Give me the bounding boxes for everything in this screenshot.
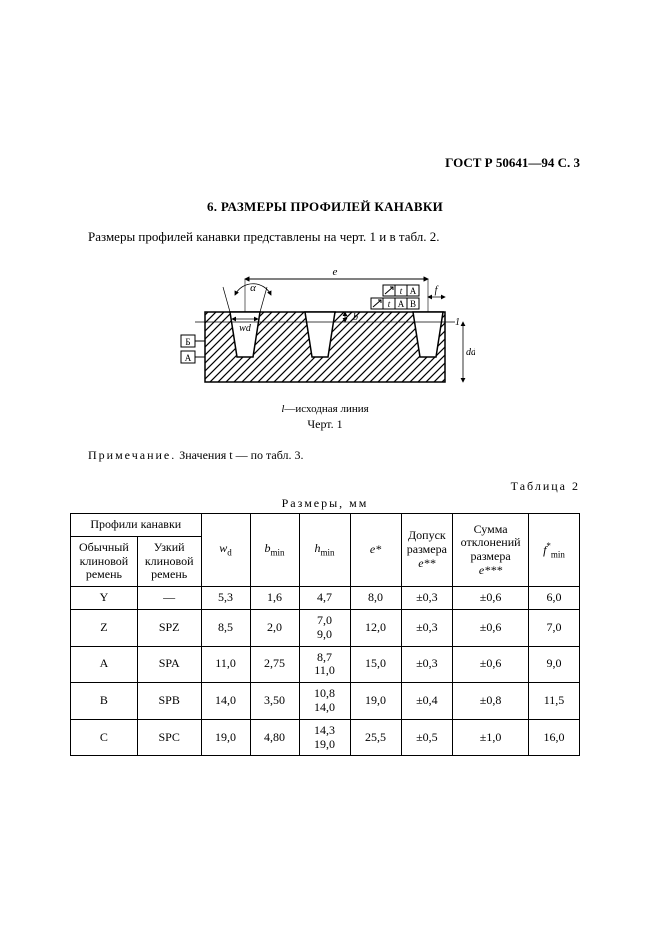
cell-te: ±0,3 (401, 587, 453, 610)
th-wd: wd (201, 514, 250, 587)
table-caption: Размеры, мм (70, 496, 580, 511)
cell-wd: 14,0 (201, 683, 250, 720)
cell-c1: A (71, 646, 138, 683)
cell-c1: Z (71, 609, 138, 646)
cell-c2: SPZ (137, 609, 201, 646)
figure-caption: l—исходная линия (70, 403, 580, 415)
th-b: bmin (250, 514, 299, 587)
th-col2: Узкий клиновой ремень (137, 536, 201, 586)
datum-b: Б (181, 335, 205, 347)
table-label: Таблица 2 (70, 479, 580, 494)
section-title: 6. РАЗМЕРЫ ПРОФИЛЕЙ КАНАВКИ (70, 199, 580, 215)
table-row: BSPB14,03,5010,814,019,0±0,4±0,811,5 (71, 683, 580, 720)
th-tol-e: Допуск размераe** (401, 514, 453, 587)
dim-dd-label: dd (466, 347, 475, 358)
th-e: e* (350, 514, 401, 587)
th-profiles: Профили канавки (71, 514, 202, 537)
cell-c1: C (71, 719, 138, 756)
table-row: Y—5,31,64,78,0±0,3±0,66,0 (71, 587, 580, 610)
dimensions-table: Профили канавки wd bmin hmin e* Допуск р… (70, 513, 580, 756)
page-header: ГОСТ Р 50641—94 С. 3 (70, 155, 580, 171)
cell-f: 11,5 (529, 683, 580, 720)
intro-text: Размеры профилей канавки представлены на… (70, 229, 580, 245)
cell-te: ±0,5 (401, 719, 453, 756)
cell-se: ±0,6 (453, 646, 529, 683)
note-text: Примечание. Значения t — по табл. 3. (70, 448, 580, 463)
cell-f: 7,0 (529, 609, 580, 646)
svg-text:Б: Б (185, 337, 190, 347)
cell-wd: 5,3 (201, 587, 250, 610)
cell-b: 2,75 (250, 646, 299, 683)
dim-e-label: e (333, 266, 338, 278)
cell-wd: 8,5 (201, 609, 250, 646)
cell-c2: — (137, 587, 201, 610)
cell-wd: 19,0 (201, 719, 250, 756)
cell-te: ±0,3 (401, 609, 453, 646)
dim-wd-label: wd (239, 323, 252, 334)
cell-e: 12,0 (350, 609, 401, 646)
section-title-text: РАЗМЕРЫ ПРОФИЛЕЙ КАНАВКИ (221, 199, 443, 214)
svg-text:A: A (398, 299, 405, 309)
cell-c1: Y (71, 587, 138, 610)
cell-c2: SPB (137, 683, 201, 720)
cell-se: ±0,6 (453, 609, 529, 646)
svg-text:A: A (410, 286, 417, 296)
pitch-line-label: 1 (455, 317, 460, 328)
cell-se: ±1,0 (453, 719, 529, 756)
cell-wd: 11,0 (201, 646, 250, 683)
dim-f-label: f (435, 285, 439, 296)
datum-a: A (181, 351, 205, 363)
groove-profile-figure: e α wd b f dd t A t (175, 257, 475, 397)
cell-f: 9,0 (529, 646, 580, 683)
svg-text:B: B (410, 299, 416, 309)
cell-f: 6,0 (529, 587, 580, 610)
th-sum-e: Сумма отклонений размераe*** (453, 514, 529, 587)
cell-te: ±0,4 (401, 683, 453, 720)
cell-b: 4,80 (250, 719, 299, 756)
tolerance-frame-2: t A B (371, 298, 419, 309)
svg-text:A: A (185, 353, 192, 363)
table-row: CSPC19,04,8014,319,025,5±0,5±1,016,0 (71, 719, 580, 756)
cell-h: 7,09,0 (299, 609, 350, 646)
th-h: hmin (299, 514, 350, 587)
cell-h: 8,711,0 (299, 646, 350, 683)
cell-se: ±0,6 (453, 587, 529, 610)
cell-c2: SPA (137, 646, 201, 683)
cell-f: 16,0 (529, 719, 580, 756)
cell-te: ±0,3 (401, 646, 453, 683)
tolerance-frame-1: t A (383, 285, 419, 296)
cell-e: 25,5 (350, 719, 401, 756)
figure-label: Черт. 1 (70, 417, 580, 432)
cell-e: 15,0 (350, 646, 401, 683)
cell-h: 14,319,0 (299, 719, 350, 756)
cell-e: 8,0 (350, 587, 401, 610)
cell-c1: B (71, 683, 138, 720)
table-row: ZSPZ8,52,07,09,012,0±0,3±0,67,0 (71, 609, 580, 646)
th-col1: Обычный клиновой ремень (71, 536, 138, 586)
cell-c2: SPC (137, 719, 201, 756)
cell-e: 19,0 (350, 683, 401, 720)
cell-b: 3,50 (250, 683, 299, 720)
dim-b-label: b (353, 312, 358, 323)
section-number: 6. (207, 199, 217, 214)
cell-h: 10,814,0 (299, 683, 350, 720)
dim-alpha-label: α (250, 282, 256, 294)
cell-se: ±0,8 (453, 683, 529, 720)
cell-b: 2,0 (250, 609, 299, 646)
cell-b: 1,6 (250, 587, 299, 610)
th-f: f*min (529, 514, 580, 587)
cell-h: 4,7 (299, 587, 350, 610)
table-row: ASPA11,02,758,711,015,0±0,3±0,69,0 (71, 646, 580, 683)
